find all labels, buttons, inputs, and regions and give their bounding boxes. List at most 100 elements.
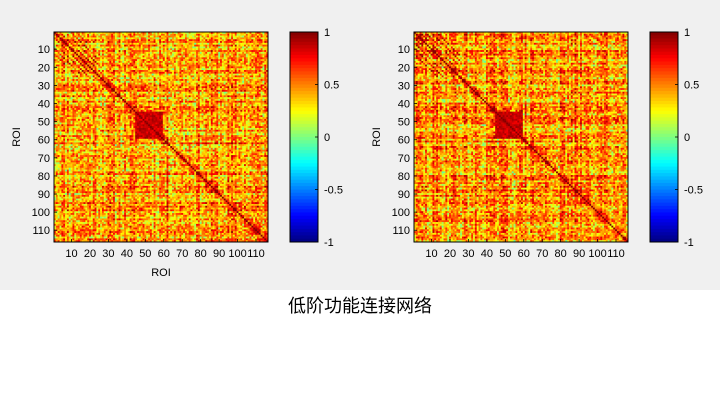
heatmap-cell [118, 32, 121, 35]
heatmap-cell [105, 57, 108, 60]
heatmap-cell [137, 48, 140, 51]
heatmap-cell [107, 39, 110, 42]
heatmap-cell [57, 75, 60, 78]
heatmap-cell [203, 71, 206, 74]
heatmap-cell [177, 42, 180, 46]
heatmap-cell [260, 68, 263, 71]
heatmap-cell [249, 46, 252, 49]
heatmap-cell [149, 68, 153, 71]
heatmap-cell [57, 53, 60, 56]
heatmap-cell [192, 55, 195, 58]
heatmap-cell [170, 70, 173, 73]
heatmap-cell [234, 66, 237, 69]
heatmap-cell [96, 60, 99, 64]
heatmap-cell [236, 68, 239, 71]
heatmap-cell [225, 71, 228, 74]
heatmap-cell [196, 48, 199, 51]
heatmap-cell [144, 68, 147, 71]
heatmap-cell [98, 71, 101, 74]
heatmap-cell [183, 35, 186, 38]
heatmap-cell [114, 50, 118, 53]
heatmap-cell [107, 42, 110, 46]
heatmap-cell [129, 35, 132, 38]
heatmap-cell [92, 57, 95, 60]
heatmap-cell [114, 59, 118, 62]
heatmap-cell [184, 35, 188, 38]
heatmap-cell [122, 68, 125, 71]
heatmap-cell [55, 77, 59, 80]
heatmap-cell [90, 71, 94, 74]
heatmap-cell [63, 64, 66, 67]
heatmap-cell [245, 51, 249, 55]
heatmap-cell [129, 42, 132, 46]
heatmap-cell [54, 37, 57, 40]
heatmap-cell [221, 55, 225, 58]
heatmap-cell [114, 75, 118, 78]
heatmap-cell [100, 37, 103, 40]
heatmap-cell [181, 62, 184, 65]
heatmap-cell [203, 64, 206, 67]
heatmap-cell [229, 57, 232, 60]
heatmap-cell [184, 33, 188, 36]
heatmap-cell [74, 68, 77, 71]
heatmap-cell [183, 62, 186, 65]
heatmap-cell [101, 77, 105, 80]
heatmap-cell [214, 62, 217, 65]
heatmap-cell [148, 44, 151, 47]
heatmap-cell [155, 51, 158, 55]
heatmap-cell [258, 44, 261, 47]
heatmap-cell [122, 62, 125, 65]
heatmap-cell [61, 62, 64, 65]
heatmap-cell [87, 73, 90, 76]
heatmap-cell [247, 42, 250, 46]
heatmap-cell [199, 33, 202, 36]
heatmap-cell [124, 41, 127, 44]
heatmap-cell [264, 66, 267, 69]
heatmap-cell [194, 44, 197, 47]
heatmap-cell [256, 41, 260, 44]
heatmap-cell [68, 39, 71, 42]
heatmap-cell [140, 64, 143, 67]
heatmap-cell [135, 64, 138, 67]
heatmap-cell [220, 37, 223, 40]
heatmap-cell [138, 35, 142, 38]
heatmap-cell [120, 50, 123, 53]
heatmap-cell [125, 44, 129, 47]
heatmap-cell [188, 37, 191, 40]
heatmap-cell [140, 48, 143, 51]
heatmap-cell [90, 75, 94, 78]
heatmap-cell [192, 62, 195, 65]
heatmap-cell [57, 62, 60, 65]
heatmap-cell [251, 41, 254, 44]
heatmap-cell [161, 68, 164, 71]
heatmap-cell [77, 50, 81, 53]
heatmap-cell [129, 50, 132, 53]
heatmap-cell [258, 60, 261, 64]
heatmap-cell [170, 55, 173, 58]
heatmap-cell [90, 51, 94, 55]
heatmap-cell [127, 59, 130, 62]
heatmap-cell [266, 50, 269, 53]
heatmap-cell [231, 59, 234, 62]
heatmap-cell [229, 39, 232, 42]
heatmap-cell [192, 73, 195, 76]
heatmap-cell [135, 35, 138, 38]
heatmap-cell [63, 73, 66, 76]
heatmap-cell [216, 70, 219, 73]
heatmap-cell [172, 55, 175, 58]
heatmap-cell [177, 41, 180, 44]
heatmap-cell [262, 42, 265, 46]
heatmap-cell [100, 68, 103, 71]
heatmap-cell [57, 66, 60, 69]
heatmap-cell [216, 68, 219, 71]
heatmap-cell [231, 46, 234, 49]
heatmap-cell [244, 68, 247, 71]
heatmap-cell [199, 53, 202, 56]
heatmap-cell [258, 35, 261, 38]
heatmap-cell [146, 62, 149, 65]
heatmap-cell [124, 59, 127, 62]
heatmap-cell [194, 77, 197, 80]
heatmap-cell [232, 68, 236, 71]
heatmap-cell [220, 62, 223, 65]
heatmap-cell [212, 53, 215, 56]
